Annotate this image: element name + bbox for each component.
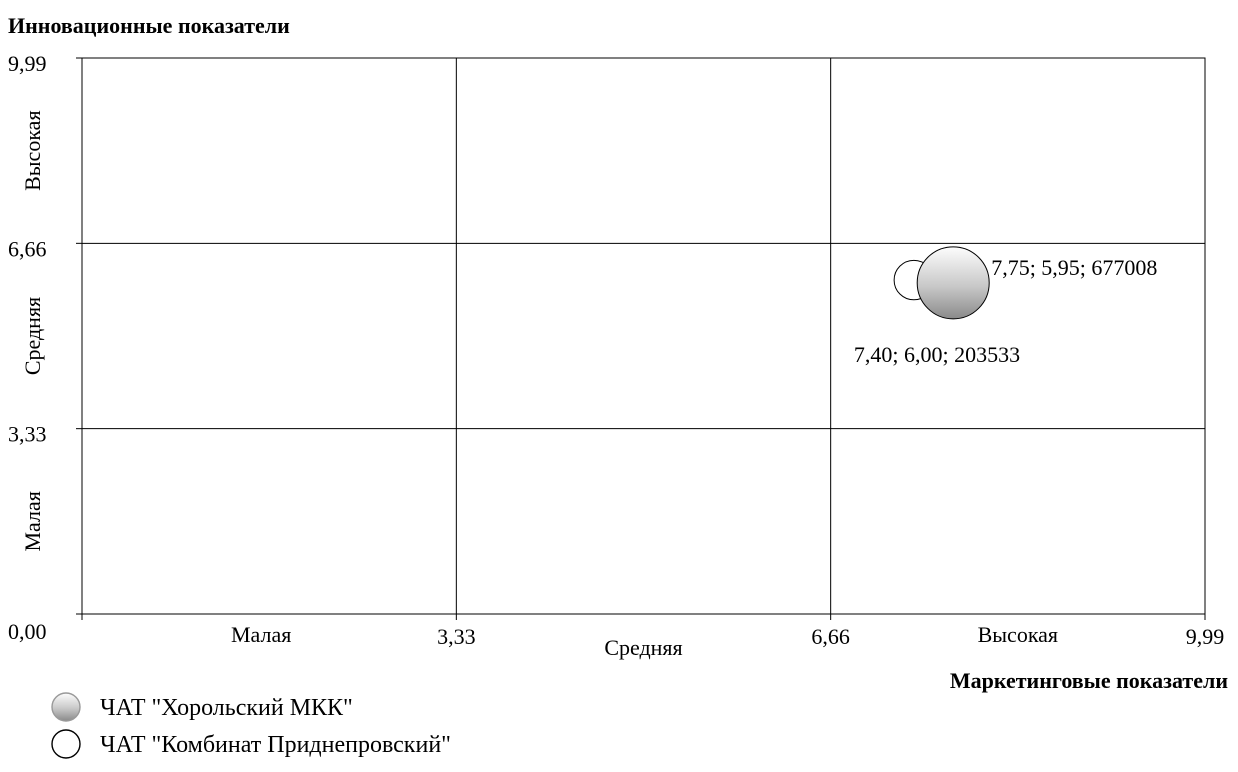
data-label: 7,75; 5,95; 677008 <box>991 255 1157 280</box>
y-tick-label: 9,99 <box>8 51 47 76</box>
bubble-horolsky <box>916 246 990 320</box>
legend: ЧАТ "Хорольский МКК" ЧАТ "Комбинат Придне… <box>51 692 451 759</box>
plot-area: 0,00 3,33 6,66 9,99 3,33 6,66 9,99 Малая Средняя… <box>8 51 1224 660</box>
x-zone-label: Высокая <box>978 622 1058 647</box>
x-tick-label: 6,66 <box>811 624 850 649</box>
y-tick-label: 3,33 <box>8 422 47 447</box>
data-label: 7,40; 6,00; 203533 <box>854 342 1020 367</box>
x-zone-label: Средняя <box>604 635 682 660</box>
legend-label: ЧАТ "Комбинат Приднепровский" <box>100 732 451 758</box>
y-tick-label: 6,66 <box>8 236 47 261</box>
y-zone-label: Средняя <box>20 297 45 375</box>
x-axis-title: Маркетинговые показатели <box>950 668 1228 693</box>
x-tick-label: 3,33 <box>437 624 476 649</box>
legend-marker <box>51 692 81 722</box>
y-zone-label: Высокая <box>20 110 45 190</box>
y-axis-title: Инновационные показатели <box>8 13 290 38</box>
legend-marker <box>51 729 81 759</box>
legend-label: ЧАТ "Хорольский МКК" <box>100 695 353 721</box>
plot-border <box>81 57 1206 615</box>
x-zone-label: Малая <box>231 622 291 647</box>
y-zone-label: Малая <box>20 491 45 551</box>
x-tick-label: 9,99 <box>1186 624 1225 649</box>
y-tick-label: 0,00 <box>8 619 47 644</box>
